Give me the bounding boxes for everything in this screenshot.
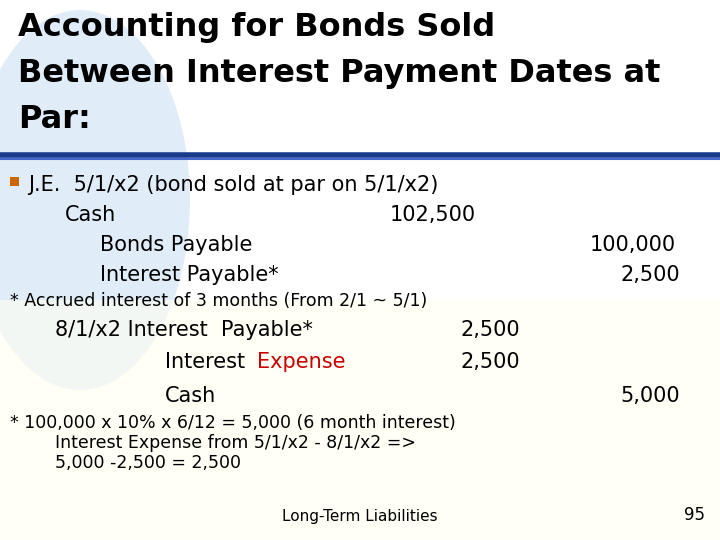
Ellipse shape <box>0 10 190 390</box>
Text: Between Interest Payment Dates at: Between Interest Payment Dates at <box>18 58 660 89</box>
Text: 2,500: 2,500 <box>460 352 520 372</box>
Bar <box>0 300 720 540</box>
Text: Long-Term Liabilities: Long-Term Liabilities <box>282 509 438 524</box>
Text: Interest Expense from 5/1/x2 - 8/1/x2 =>: Interest Expense from 5/1/x2 - 8/1/x2 => <box>55 434 416 452</box>
Bar <box>10 177 19 186</box>
Text: 2,500: 2,500 <box>460 320 520 340</box>
Text: 100,000: 100,000 <box>590 235 676 255</box>
Text: Bonds Payable: Bonds Payable <box>100 235 253 255</box>
Text: 8/1/x2 Interest  Payable*: 8/1/x2 Interest Payable* <box>55 320 313 340</box>
Text: Cash: Cash <box>65 205 116 225</box>
Text: 2,500: 2,500 <box>620 265 680 285</box>
Text: Cash: Cash <box>165 386 216 406</box>
Text: 95: 95 <box>684 506 705 524</box>
Text: Interest: Interest <box>165 352 252 372</box>
Text: * 100,000 x 10% x 6/12 = 5,000 (6 month interest): * 100,000 x 10% x 6/12 = 5,000 (6 month … <box>10 414 456 432</box>
Text: Expense: Expense <box>257 352 346 372</box>
Text: 102,500: 102,500 <box>390 205 476 225</box>
Text: Interest Payable*: Interest Payable* <box>100 265 279 285</box>
Text: J.E.  5/1/x2 (bond sold at par on 5/1/x2): J.E. 5/1/x2 (bond sold at par on 5/1/x2) <box>28 175 438 195</box>
Text: Accounting for Bonds Sold: Accounting for Bonds Sold <box>18 12 495 43</box>
Text: Par:: Par: <box>18 104 91 135</box>
Text: * Accrued interest of 3 months (From 2/1 ~ 5/1): * Accrued interest of 3 months (From 2/1… <box>10 292 427 310</box>
Text: 5,000: 5,000 <box>620 386 680 406</box>
Text: 5,000 -2,500 = 2,500: 5,000 -2,500 = 2,500 <box>55 454 241 472</box>
